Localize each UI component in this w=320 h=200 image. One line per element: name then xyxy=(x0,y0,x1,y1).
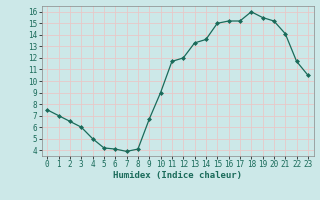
X-axis label: Humidex (Indice chaleur): Humidex (Indice chaleur) xyxy=(113,171,242,180)
